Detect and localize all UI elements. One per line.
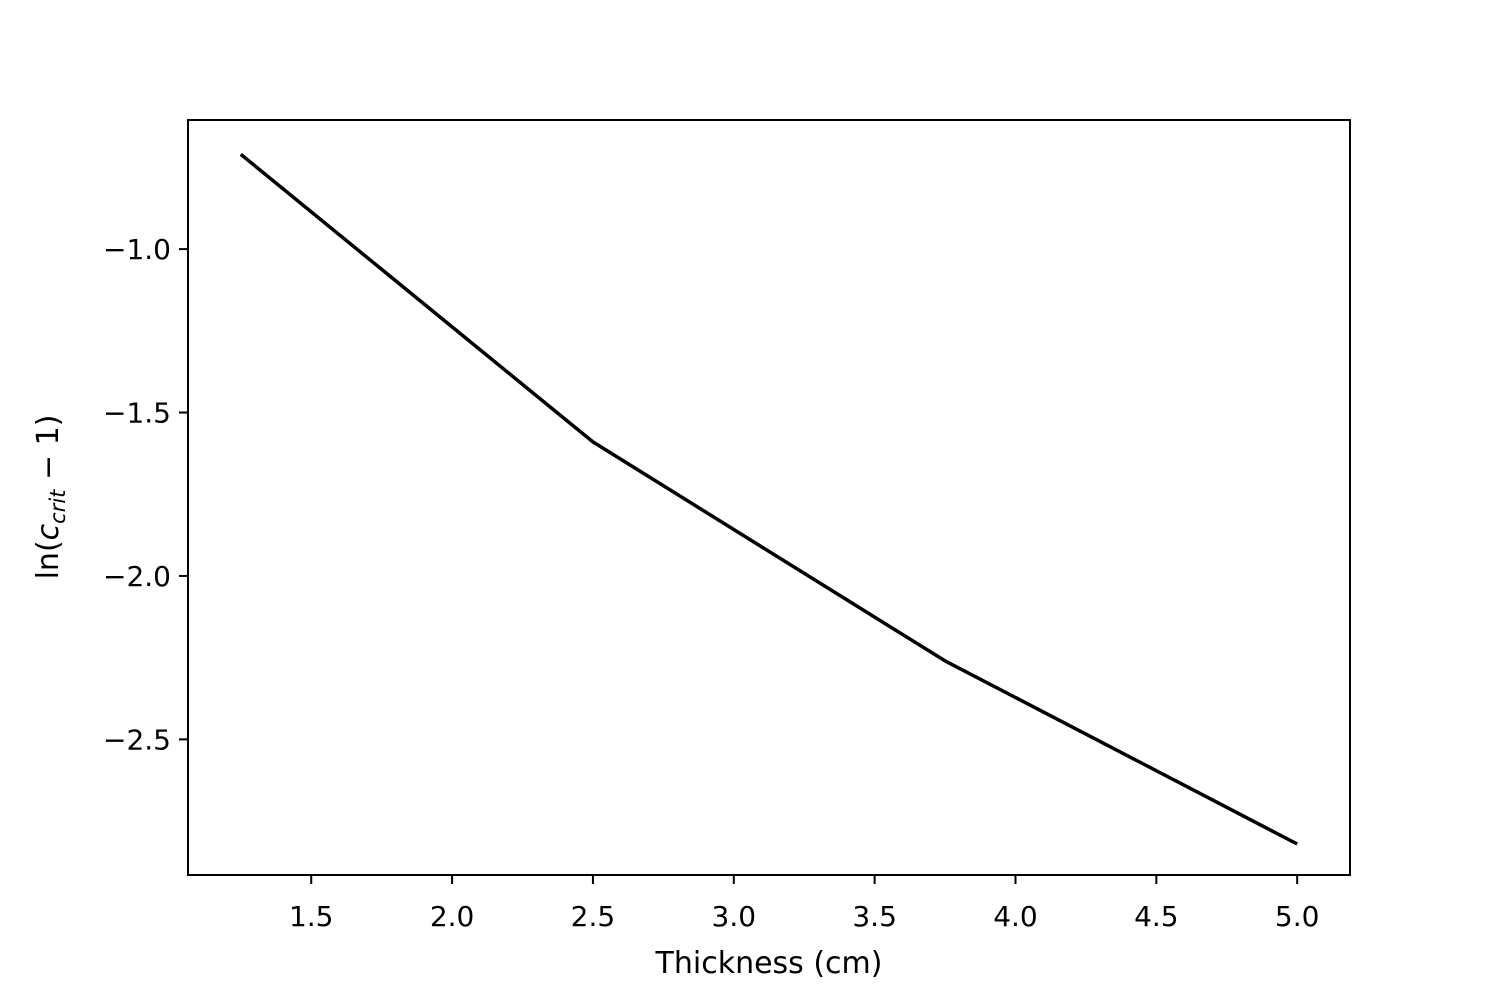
series-layer (239, 152, 1299, 846)
y-axis-title-prefix: ln( (31, 540, 66, 579)
y-axis-title-var: c (31, 523, 66, 540)
x-tick-label: 1.5 (289, 900, 334, 933)
x-tick-label: 5.0 (1275, 900, 1320, 933)
x-tick-label: 4.0 (993, 900, 1038, 933)
y-axis-ticks: −1.0 −1.5 −2.0 −2.5 (103, 233, 188, 756)
series-line (239, 152, 1299, 846)
plot-frame (187, 119, 1351, 876)
y-axis-title: ln(ccrit − 1) (31, 415, 70, 580)
x-tick-label: 3.5 (852, 900, 897, 933)
x-tick-label: 2.0 (430, 900, 475, 933)
x-axis-title: Thickness (cm) (655, 946, 883, 981)
x-axis-ticks: 1.5 2.0 2.5 3.0 3.5 4.0 4.5 5.0 (289, 875, 1319, 933)
y-tick-label: −1.0 (103, 233, 171, 266)
x-tick-label: 2.5 (571, 900, 616, 933)
y-tick-label: −2.5 (103, 723, 171, 756)
y-tick-label: −1.5 (103, 397, 171, 430)
x-tick-label: 3.0 (712, 900, 757, 933)
y-tick-label: −2.0 (103, 560, 171, 593)
y-axis-title-suffix: − 1) (31, 415, 66, 490)
x-tick-label: 4.5 (1134, 900, 1179, 933)
y-axis-title-subscript: crit (46, 489, 70, 524)
